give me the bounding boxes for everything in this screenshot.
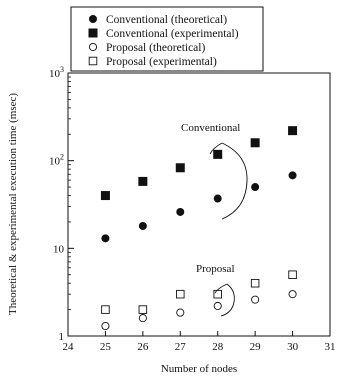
x-tick-label: 31	[325, 341, 336, 353]
legend-box	[70, 6, 264, 72]
point-series-3	[176, 308, 185, 317]
legend-marker-series-1	[89, 15, 97, 23]
point-series-3	[138, 314, 147, 323]
point-series-4	[176, 289, 185, 299]
y-tick-label: 103	[49, 65, 64, 80]
proposal-bracket	[220, 283, 235, 317]
point-series-3	[213, 301, 222, 311]
annotation-conventional: Conventional	[181, 122, 240, 134]
legend-label-series-3: Proposal (theoretical)	[106, 42, 205, 54]
legend-marker-series-2	[88, 28, 98, 38]
point-series-2	[288, 126, 298, 136]
point-series-4	[250, 278, 260, 288]
x-tick-label: 25	[100, 341, 112, 353]
point-series-1	[288, 171, 297, 180]
axis-ticks: 24 25 26 27 28 29 30 31 1 10 102 103	[49, 65, 336, 353]
x-tick-label: 26	[137, 341, 149, 353]
x-tick-label: 27	[175, 341, 187, 353]
point-series-4	[101, 305, 110, 314]
point-series-4	[138, 305, 148, 314]
legend: Conventional (theoretical) Conventional (…	[88, 14, 239, 68]
x-tick-label: 30	[287, 341, 299, 353]
point-series-2	[250, 138, 260, 148]
point-series-2	[100, 191, 110, 201]
x-axis-label: Number of nodes	[161, 363, 237, 375]
conventional-bracket	[221, 142, 248, 220]
point-series-3	[251, 295, 260, 304]
y-tick-label: 10	[53, 243, 65, 255]
legend-marker-series-3	[88, 42, 98, 52]
data-marks	[100, 126, 298, 331]
y-tick-label: 1	[59, 331, 65, 343]
plot-area-frame	[67, 72, 331, 337]
x-tick-label: 29	[250, 341, 262, 353]
y-tick-label: 102	[49, 153, 64, 168]
point-series-2	[213, 149, 223, 159]
point-series-1	[101, 234, 110, 243]
point-series-1	[176, 207, 185, 216]
legend-label-series-4: Proposal (experimental)	[106, 56, 217, 68]
annotation-proposal: Proposal	[196, 263, 235, 275]
point-series-2	[138, 176, 148, 186]
conventional-leader	[209, 142, 223, 155]
legend-label-series-1: Conventional (theoretical)	[106, 14, 227, 26]
x-tick-label: 28	[212, 341, 224, 353]
point-series-1	[213, 194, 222, 203]
point-series-2	[175, 163, 185, 173]
legend-marker-series-4	[88, 56, 98, 66]
point-series-3	[288, 290, 297, 299]
proposal-leader	[214, 283, 228, 294]
x-tick-label: 24	[63, 341, 75, 353]
point-series-3	[101, 321, 110, 331]
point-series-1	[138, 221, 147, 230]
point-series-1	[251, 183, 260, 192]
point-series-4	[213, 289, 222, 299]
y-axis-label: Theoretical & experimental execution tim…	[7, 93, 19, 315]
legend-label-series-2: Conventional (experimental)	[106, 28, 239, 40]
point-series-4	[288, 270, 297, 279]
